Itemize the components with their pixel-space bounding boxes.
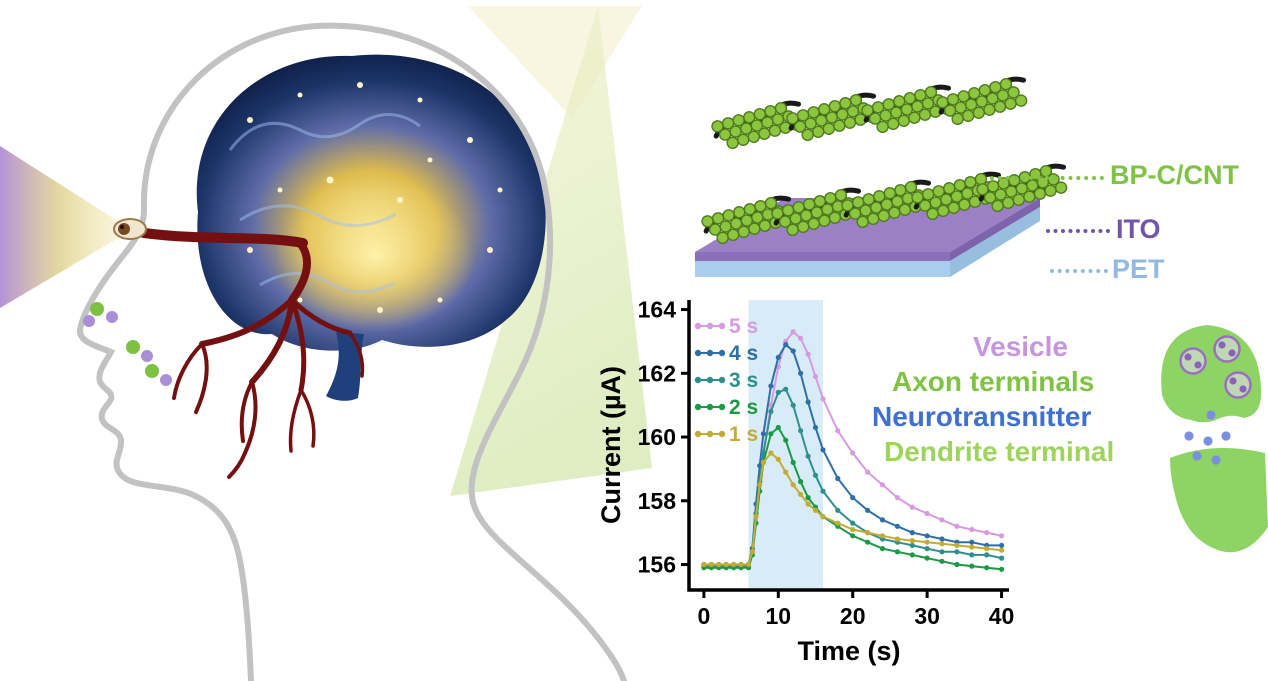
axon-terminal-shape [1161,325,1262,423]
legend-item-label: 3 s [729,369,758,392]
axon-terminals-label: Axon terminals [892,366,1095,397]
molecule-dots [83,302,172,386]
y-tick-label: 164 [638,297,677,323]
y-tick-label: 158 [638,488,677,514]
eye-illustration [113,218,147,240]
y-tick-label: 162 [638,360,676,386]
light-cone [0,146,132,308]
y-tick-label: 156 [638,552,676,578]
bpc-cnt-leader-line [990,176,1104,180]
neurotransmitter-dots [1184,410,1231,465]
y-tick-label: 160 [638,424,676,450]
pet-leader-line [1050,269,1108,273]
legend-item-label: 2 s [729,396,758,419]
synapse-illustration [1161,325,1268,553]
ito-leader-line [1046,229,1110,233]
legend-item-label: 5 s [729,315,758,338]
illumination-band [748,300,823,590]
legend-item-label: 1 s [729,423,758,446]
x-tick-label: 0 [697,603,710,629]
dendrite-terminal-label: Dendrite terminal [884,436,1115,467]
vesicles [1179,335,1252,399]
brain-gyri [228,113,421,294]
x-axis-title: Time (s) [797,636,900,666]
ito-layer-label: ITO [1116,214,1161,244]
head-brain-illustration [0,6,652,681]
brain-illustration [196,54,546,401]
legend-item-label: 4 s [729,342,758,365]
x-tick-label: 40 [989,603,1015,629]
dendrite-terminal-shape [1170,448,1268,553]
neuron-sparks [247,82,503,313]
pet-layer-label: PET [1112,254,1165,284]
x-tick-label: 20 [840,603,866,629]
x-tick-label: 10 [766,603,792,629]
brainstem [326,332,364,401]
vesicle-label: Vesicle [973,331,1068,362]
x-tick-label: 30 [914,603,940,629]
photocurrent-chart: 156 158 160 162 164 0 10 20 30 40 5 s 4 s 3 s 2 s 1 s C… [596,297,1015,666]
chart-axes [687,300,1009,592]
bpc-cnt-layer-label: BP-C/CNT [1110,160,1239,190]
device-schematic [695,35,1110,277]
neurotransmitter-label: Neurotransnitter [872,401,1092,432]
optic-nerve [139,228,365,479]
y-axis-title: Current (µA) [596,366,626,524]
